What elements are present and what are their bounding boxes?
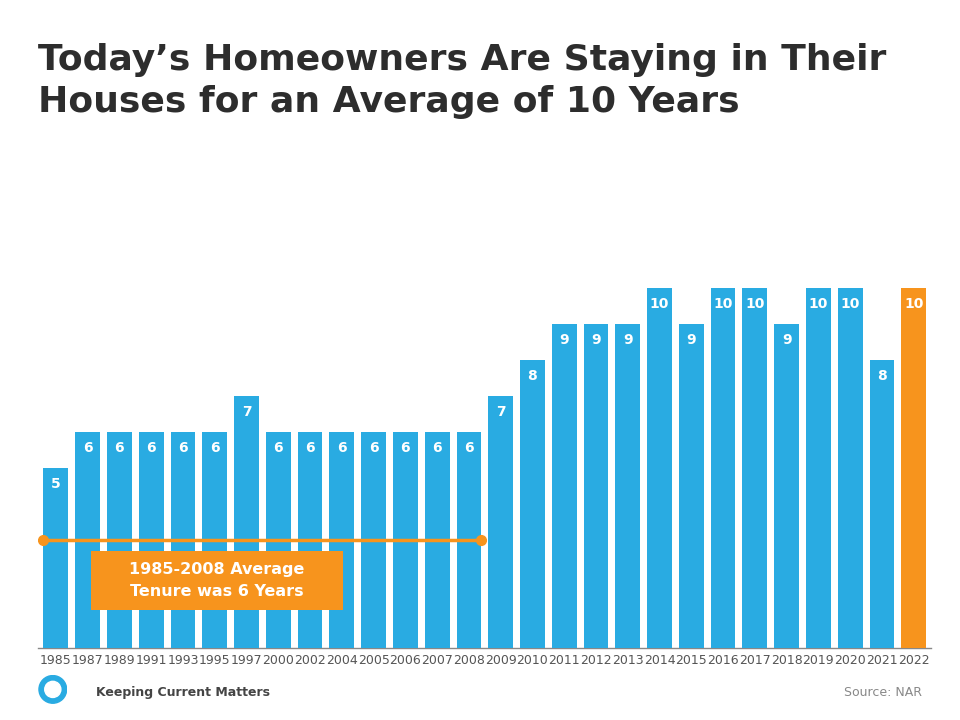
Bar: [43, 468, 68, 648]
Text: 6: 6: [83, 441, 92, 455]
Bar: [615, 324, 640, 648]
Text: 10: 10: [713, 297, 732, 311]
Text: 10: 10: [904, 297, 924, 311]
Text: 9: 9: [560, 333, 569, 347]
Text: 6: 6: [179, 441, 188, 455]
Text: 5: 5: [51, 477, 60, 491]
Bar: [806, 288, 830, 648]
Text: 10: 10: [650, 297, 669, 311]
Text: 8: 8: [528, 369, 538, 383]
Bar: [552, 324, 577, 648]
Text: 1985-2008 Average
Tenure was 6 Years: 1985-2008 Average Tenure was 6 Years: [130, 562, 305, 599]
Bar: [584, 324, 609, 648]
Bar: [775, 324, 799, 648]
Text: 6: 6: [337, 441, 347, 455]
Text: 6: 6: [274, 441, 283, 455]
Bar: [489, 396, 513, 648]
Text: 6: 6: [400, 441, 410, 455]
Text: 6: 6: [305, 441, 315, 455]
Text: 7: 7: [496, 405, 506, 419]
Text: 6: 6: [146, 441, 156, 455]
Bar: [266, 432, 291, 648]
Text: 6: 6: [114, 441, 124, 455]
Bar: [424, 432, 449, 648]
Bar: [901, 288, 926, 648]
Text: 10: 10: [808, 297, 828, 311]
Bar: [298, 432, 323, 648]
Text: 9: 9: [686, 333, 696, 347]
Bar: [520, 360, 545, 648]
Bar: [647, 288, 672, 648]
Text: 9: 9: [781, 333, 791, 347]
Bar: [710, 288, 735, 648]
Bar: [203, 432, 228, 648]
Text: 9: 9: [623, 333, 633, 347]
Bar: [679, 324, 704, 648]
FancyBboxPatch shape: [91, 551, 344, 611]
Bar: [75, 432, 100, 648]
Bar: [393, 432, 418, 648]
Text: 9: 9: [591, 333, 601, 347]
Text: Source: NAR: Source: NAR: [844, 686, 922, 699]
Text: 8: 8: [877, 369, 887, 383]
Text: Keeping Current Matters: Keeping Current Matters: [96, 686, 270, 699]
Bar: [870, 360, 895, 648]
Text: 7: 7: [242, 405, 252, 419]
Bar: [361, 432, 386, 648]
Text: 6: 6: [464, 441, 473, 455]
Text: 6: 6: [210, 441, 220, 455]
Text: 10: 10: [841, 297, 860, 311]
Text: 6: 6: [432, 441, 442, 455]
Bar: [234, 396, 259, 648]
Circle shape: [39, 675, 66, 703]
Text: Today’s Homeowners Are Staying in Their
Houses for an Average of 10 Years: Today’s Homeowners Are Staying in Their …: [38, 43, 887, 120]
Bar: [457, 432, 481, 648]
Bar: [139, 432, 163, 648]
Circle shape: [45, 681, 60, 698]
Bar: [838, 288, 863, 648]
Text: 6: 6: [369, 441, 378, 455]
Bar: [329, 432, 354, 648]
Bar: [171, 432, 195, 648]
Text: 10: 10: [745, 297, 764, 311]
Bar: [107, 432, 132, 648]
Bar: [742, 288, 767, 648]
